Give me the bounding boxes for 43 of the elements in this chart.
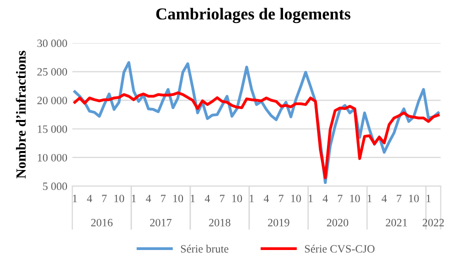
x-tick-label: 10	[291, 194, 301, 202]
x-tick-label: 1	[190, 194, 195, 202]
x-tick-label: 7	[102, 194, 107, 202]
x-tick-label: 1	[368, 194, 372, 202]
x-tick-label: 7	[220, 194, 225, 202]
text: 2018	[209, 218, 230, 226]
legend-label: Série CVS-CJO	[305, 244, 374, 253]
x-tick-label: 10	[350, 194, 360, 202]
y-tick-label: 5 000	[43, 182, 68, 190]
x-tick-label: 10	[232, 194, 242, 202]
y-tick-label: 25 000	[37, 68, 68, 76]
y-tick-label: 15 000	[38, 125, 68, 133]
x-tick-label: 7	[396, 194, 402, 202]
x-tick-label: 7	[161, 194, 166, 202]
x-tick-label: 1	[250, 194, 254, 202]
legend-label: Série brute	[181, 244, 228, 253]
y-tick-label: 30 000	[37, 40, 68, 48]
x-tick-label: 10	[173, 194, 184, 202]
text: 2016	[91, 218, 113, 226]
x-tick-label: 4	[86, 194, 92, 202]
y-tick-label: 10 000	[38, 154, 68, 162]
x-tick-label: 10	[114, 194, 124, 202]
x-tick-label: 10	[409, 194, 419, 202]
chart-title: Cambriolages de logements	[156, 8, 350, 24]
x-tick-label: 4	[264, 194, 269, 202]
text: 2020	[326, 218, 348, 226]
text: 2022	[422, 218, 444, 226]
x-tick-label: 4	[382, 194, 387, 202]
text: 2021	[386, 218, 407, 226]
x-tick-label: 4	[322, 194, 328, 202]
y-axis-title: Nombre d’infractions	[16, 50, 26, 178]
text: 2017	[150, 218, 172, 226]
x-tick-label: 1	[132, 194, 136, 202]
x-tick-label: 7	[338, 194, 342, 202]
x-tick-label: 1	[426, 194, 431, 202]
text: 2019	[268, 218, 290, 226]
x-tick-label: 1	[72, 194, 77, 202]
x-tick-label: 7	[279, 194, 284, 202]
x-tick-label: 1	[308, 194, 313, 202]
line-series	[73, 91, 440, 180]
x-tick-label: 4	[204, 194, 210, 202]
y-tick-label: 20 000	[37, 96, 68, 104]
x-tick-label: 4	[146, 194, 152, 202]
